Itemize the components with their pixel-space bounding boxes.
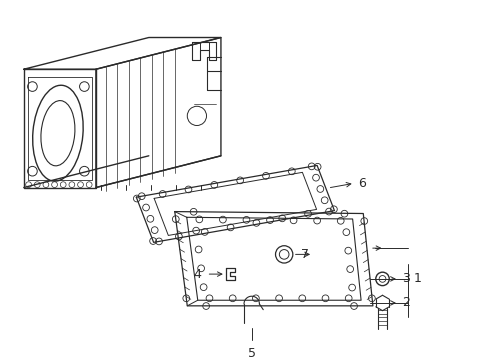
Text: 3: 3	[401, 273, 409, 285]
Text: 5: 5	[247, 347, 255, 360]
Text: 4: 4	[193, 267, 201, 280]
Text: 1: 1	[412, 273, 420, 285]
Text: 2: 2	[401, 296, 409, 310]
Text: 7: 7	[301, 248, 308, 261]
Text: 6: 6	[358, 177, 366, 190]
